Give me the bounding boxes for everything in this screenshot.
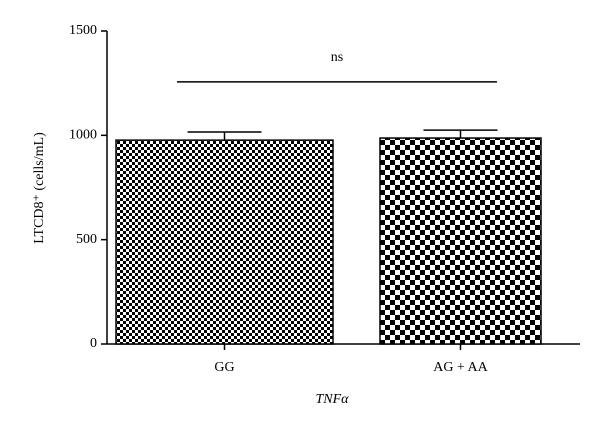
significance-label: ns bbox=[331, 50, 343, 65]
y-tick-label: 500 bbox=[76, 232, 97, 247]
y-axis-label: LTCD8⁺ (cells/mL) bbox=[32, 132, 47, 244]
y-tick-label: 1000 bbox=[69, 128, 97, 143]
x-tick-label: AG + AA bbox=[433, 360, 488, 375]
y-tick-label: 0 bbox=[90, 336, 97, 351]
y-tick-label: 1500 bbox=[69, 23, 97, 38]
x-axis-label: TNFα bbox=[315, 392, 349, 407]
x-tick-label: GG bbox=[214, 360, 234, 375]
bar bbox=[379, 137, 542, 345]
bar bbox=[115, 139, 334, 345]
